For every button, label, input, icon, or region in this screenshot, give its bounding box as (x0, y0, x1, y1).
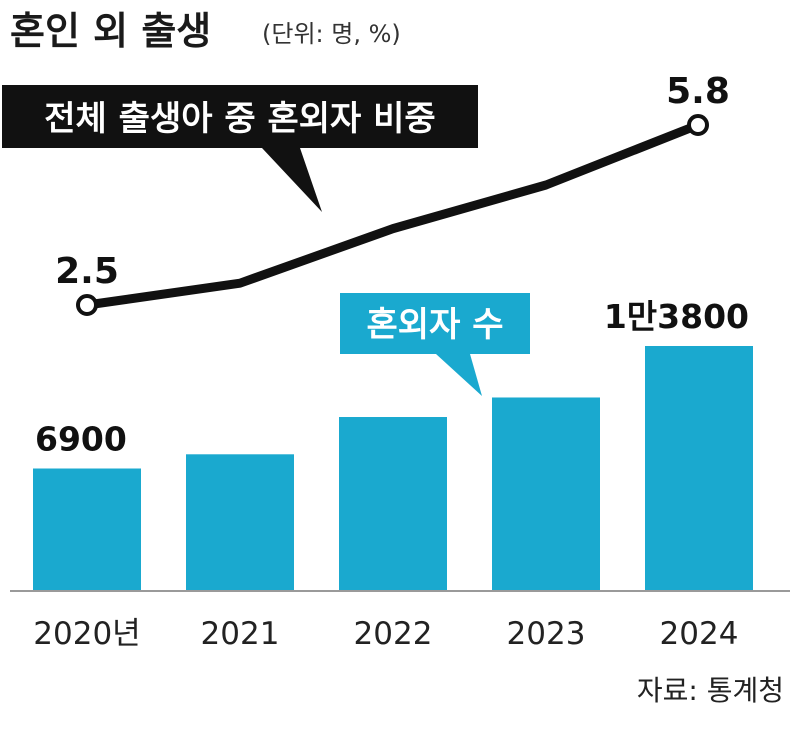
line-value-label-0: 2.5 (55, 251, 119, 292)
bar-label-pointer (436, 354, 482, 396)
line-label-box (2, 85, 478, 148)
line-point-4 (687, 114, 709, 136)
line-label-pointer (262, 148, 322, 212)
source-note: 자료: 통계청 (637, 674, 784, 707)
line-label-text: 전체 출생아 중 혼외자 비중 (44, 99, 435, 139)
bar-0 (33, 468, 141, 591)
line-point-0 (76, 294, 98, 316)
line-path (82, 120, 703, 310)
chart-unit: (단위: 명, %) (262, 20, 401, 48)
value-labels: 6900 1만3800 2.5 5.8 (35, 71, 749, 459)
line-series (76, 114, 709, 316)
bar-value-label-4: 1만3800 (604, 297, 749, 336)
bar-2 (339, 417, 447, 591)
bar-1 (186, 454, 294, 591)
chart-title: 혼인 외 출생 (10, 9, 211, 53)
bar-value-label-0: 6900 (35, 420, 127, 459)
bar-4 (645, 346, 753, 591)
line-value-label-4: 5.8 (666, 71, 730, 112)
bar-3 (492, 397, 600, 591)
x-tick-label-3: 2023 (507, 616, 586, 652)
line-series-label: 전체 출생아 중 혼외자 비중 (2, 85, 478, 212)
x-tick-label-4: 2024 (660, 616, 739, 652)
x-axis-ticks: 2020년 2021 2022 2023 2024 (33, 616, 738, 652)
bar-series (33, 346, 753, 591)
bar-label-box (340, 293, 530, 354)
bar-label-text: 혼외자 수 (367, 305, 504, 345)
x-tick-label-0: 2020년 (33, 616, 140, 652)
x-tick-label-2: 2022 (354, 616, 433, 652)
x-tick-label-1: 2021 (201, 616, 280, 652)
bar-series-label: 혼외자 수 (340, 293, 530, 396)
